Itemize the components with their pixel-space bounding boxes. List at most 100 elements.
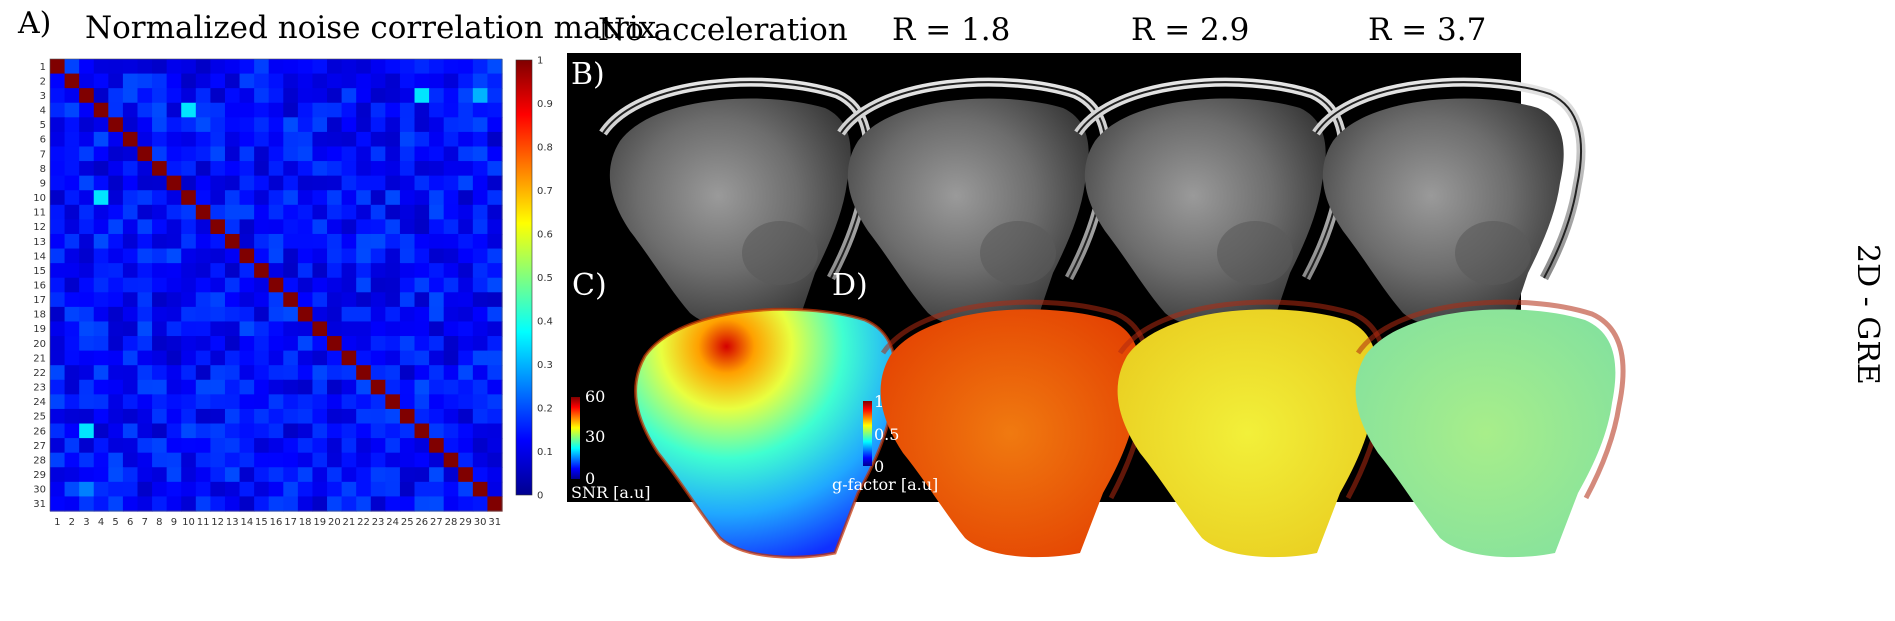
matrix-cell [356, 379, 372, 395]
matrix-cell [385, 350, 401, 366]
matrix-cell [79, 365, 95, 381]
matrix-cell [181, 277, 197, 293]
matrix-cell [268, 248, 284, 264]
y-tick-label: 3 [40, 91, 46, 102]
matrix-cell [79, 379, 95, 395]
matrix-cell [93, 394, 109, 410]
matrix-cell [50, 263, 66, 279]
matrix-cell [181, 379, 197, 395]
matrix-cell [64, 306, 80, 323]
matrix-cell [108, 292, 124, 308]
matrix-cell [64, 248, 80, 264]
matrix-cell [356, 219, 372, 235]
matrix-cell [224, 263, 241, 279]
matrix-cell [487, 321, 503, 337]
matrix-cell [414, 131, 430, 148]
matrix-cell [137, 59, 153, 75]
matrix-cell [152, 321, 168, 337]
matrix-cell [327, 263, 343, 279]
matrix-cell [399, 350, 416, 366]
matrix-cell [254, 306, 270, 323]
matrix-cell [137, 394, 153, 410]
matrix-cell [195, 248, 211, 264]
matrix-cell [487, 219, 503, 235]
matrix-cell [297, 219, 314, 235]
matrix-cell [166, 496, 182, 512]
matrix-cell [327, 292, 343, 308]
matrix-cell [268, 408, 284, 425]
matrix-cell [283, 292, 299, 308]
matrix-cell [122, 131, 139, 148]
matrix-cell [385, 438, 401, 454]
matrix-cell [195, 233, 211, 250]
matrix-cell [224, 408, 241, 425]
matrix-cell [93, 438, 109, 454]
matrix-cell [181, 438, 197, 454]
matrix-cell [429, 365, 445, 381]
matrix-cell [414, 161, 430, 177]
matrix-cell [472, 117, 489, 133]
matrix-cell [122, 117, 139, 133]
matrix-cell [254, 438, 270, 454]
y-tick-label: 19 [33, 324, 46, 335]
matrix-cell [268, 423, 284, 439]
matrix-cell [385, 292, 401, 308]
matrix-cell [458, 365, 474, 381]
matrix-cell [108, 438, 124, 454]
matrix-cell [181, 131, 197, 148]
matrix-cell [327, 350, 343, 366]
matrix-cell [487, 394, 503, 410]
snr-scale-max: 60 [585, 387, 605, 406]
matrix-cell [385, 277, 401, 293]
matrix-cell [50, 481, 66, 498]
matrix-cell [385, 190, 401, 206]
matrix-cell [341, 467, 357, 483]
matrix-cell [472, 350, 489, 366]
matrix-cell [327, 161, 343, 177]
matrix-cell [137, 88, 153, 104]
matrix-cell [458, 423, 474, 439]
matrix-cell [356, 204, 372, 220]
matrix-cell [370, 263, 386, 279]
matrix-cell [399, 277, 416, 293]
matrix-cell [356, 394, 372, 410]
matrix-cell [254, 321, 270, 337]
matrix-cell [341, 204, 357, 220]
matrix-cell [195, 496, 211, 512]
matrix-cell [254, 219, 270, 235]
matrix-cell [195, 292, 211, 308]
matrix-cell [385, 321, 401, 337]
matrix-cell [93, 204, 109, 220]
matrix-cell [283, 452, 299, 468]
matrix-cell [443, 175, 459, 191]
matrix-cell [385, 496, 401, 512]
matrix-cell [152, 379, 168, 395]
matrix-cell [399, 306, 416, 323]
y-tick-label: 16 [33, 281, 46, 292]
matrix-cell [487, 379, 503, 395]
matrix-cell [327, 277, 343, 293]
matrix-cell [195, 190, 211, 206]
matrix-cell [443, 394, 459, 410]
matrix-cell [224, 438, 241, 454]
matrix-cell [93, 263, 109, 279]
matrix-cell [429, 336, 445, 352]
matrix-cell [224, 350, 241, 366]
x-tick-label: 27 [430, 517, 443, 528]
matrix-cell [414, 467, 430, 483]
matrix-cell [341, 394, 357, 410]
matrix-cell [108, 73, 124, 89]
matrix-cell [137, 248, 153, 264]
matrix-cell [108, 117, 124, 133]
matrix-cell [312, 277, 328, 293]
matrix-cell [297, 423, 314, 439]
matrix-cell [487, 117, 503, 133]
matrix-cell [341, 73, 357, 89]
matrix-cell [297, 73, 314, 89]
matrix-cell [239, 233, 255, 250]
matrix-cell [93, 481, 109, 498]
matrix-cell [166, 379, 182, 395]
gfactor-map-r29 [1117, 299, 1388, 558]
matrix-cell [254, 467, 270, 483]
matrix-cell [356, 306, 372, 323]
